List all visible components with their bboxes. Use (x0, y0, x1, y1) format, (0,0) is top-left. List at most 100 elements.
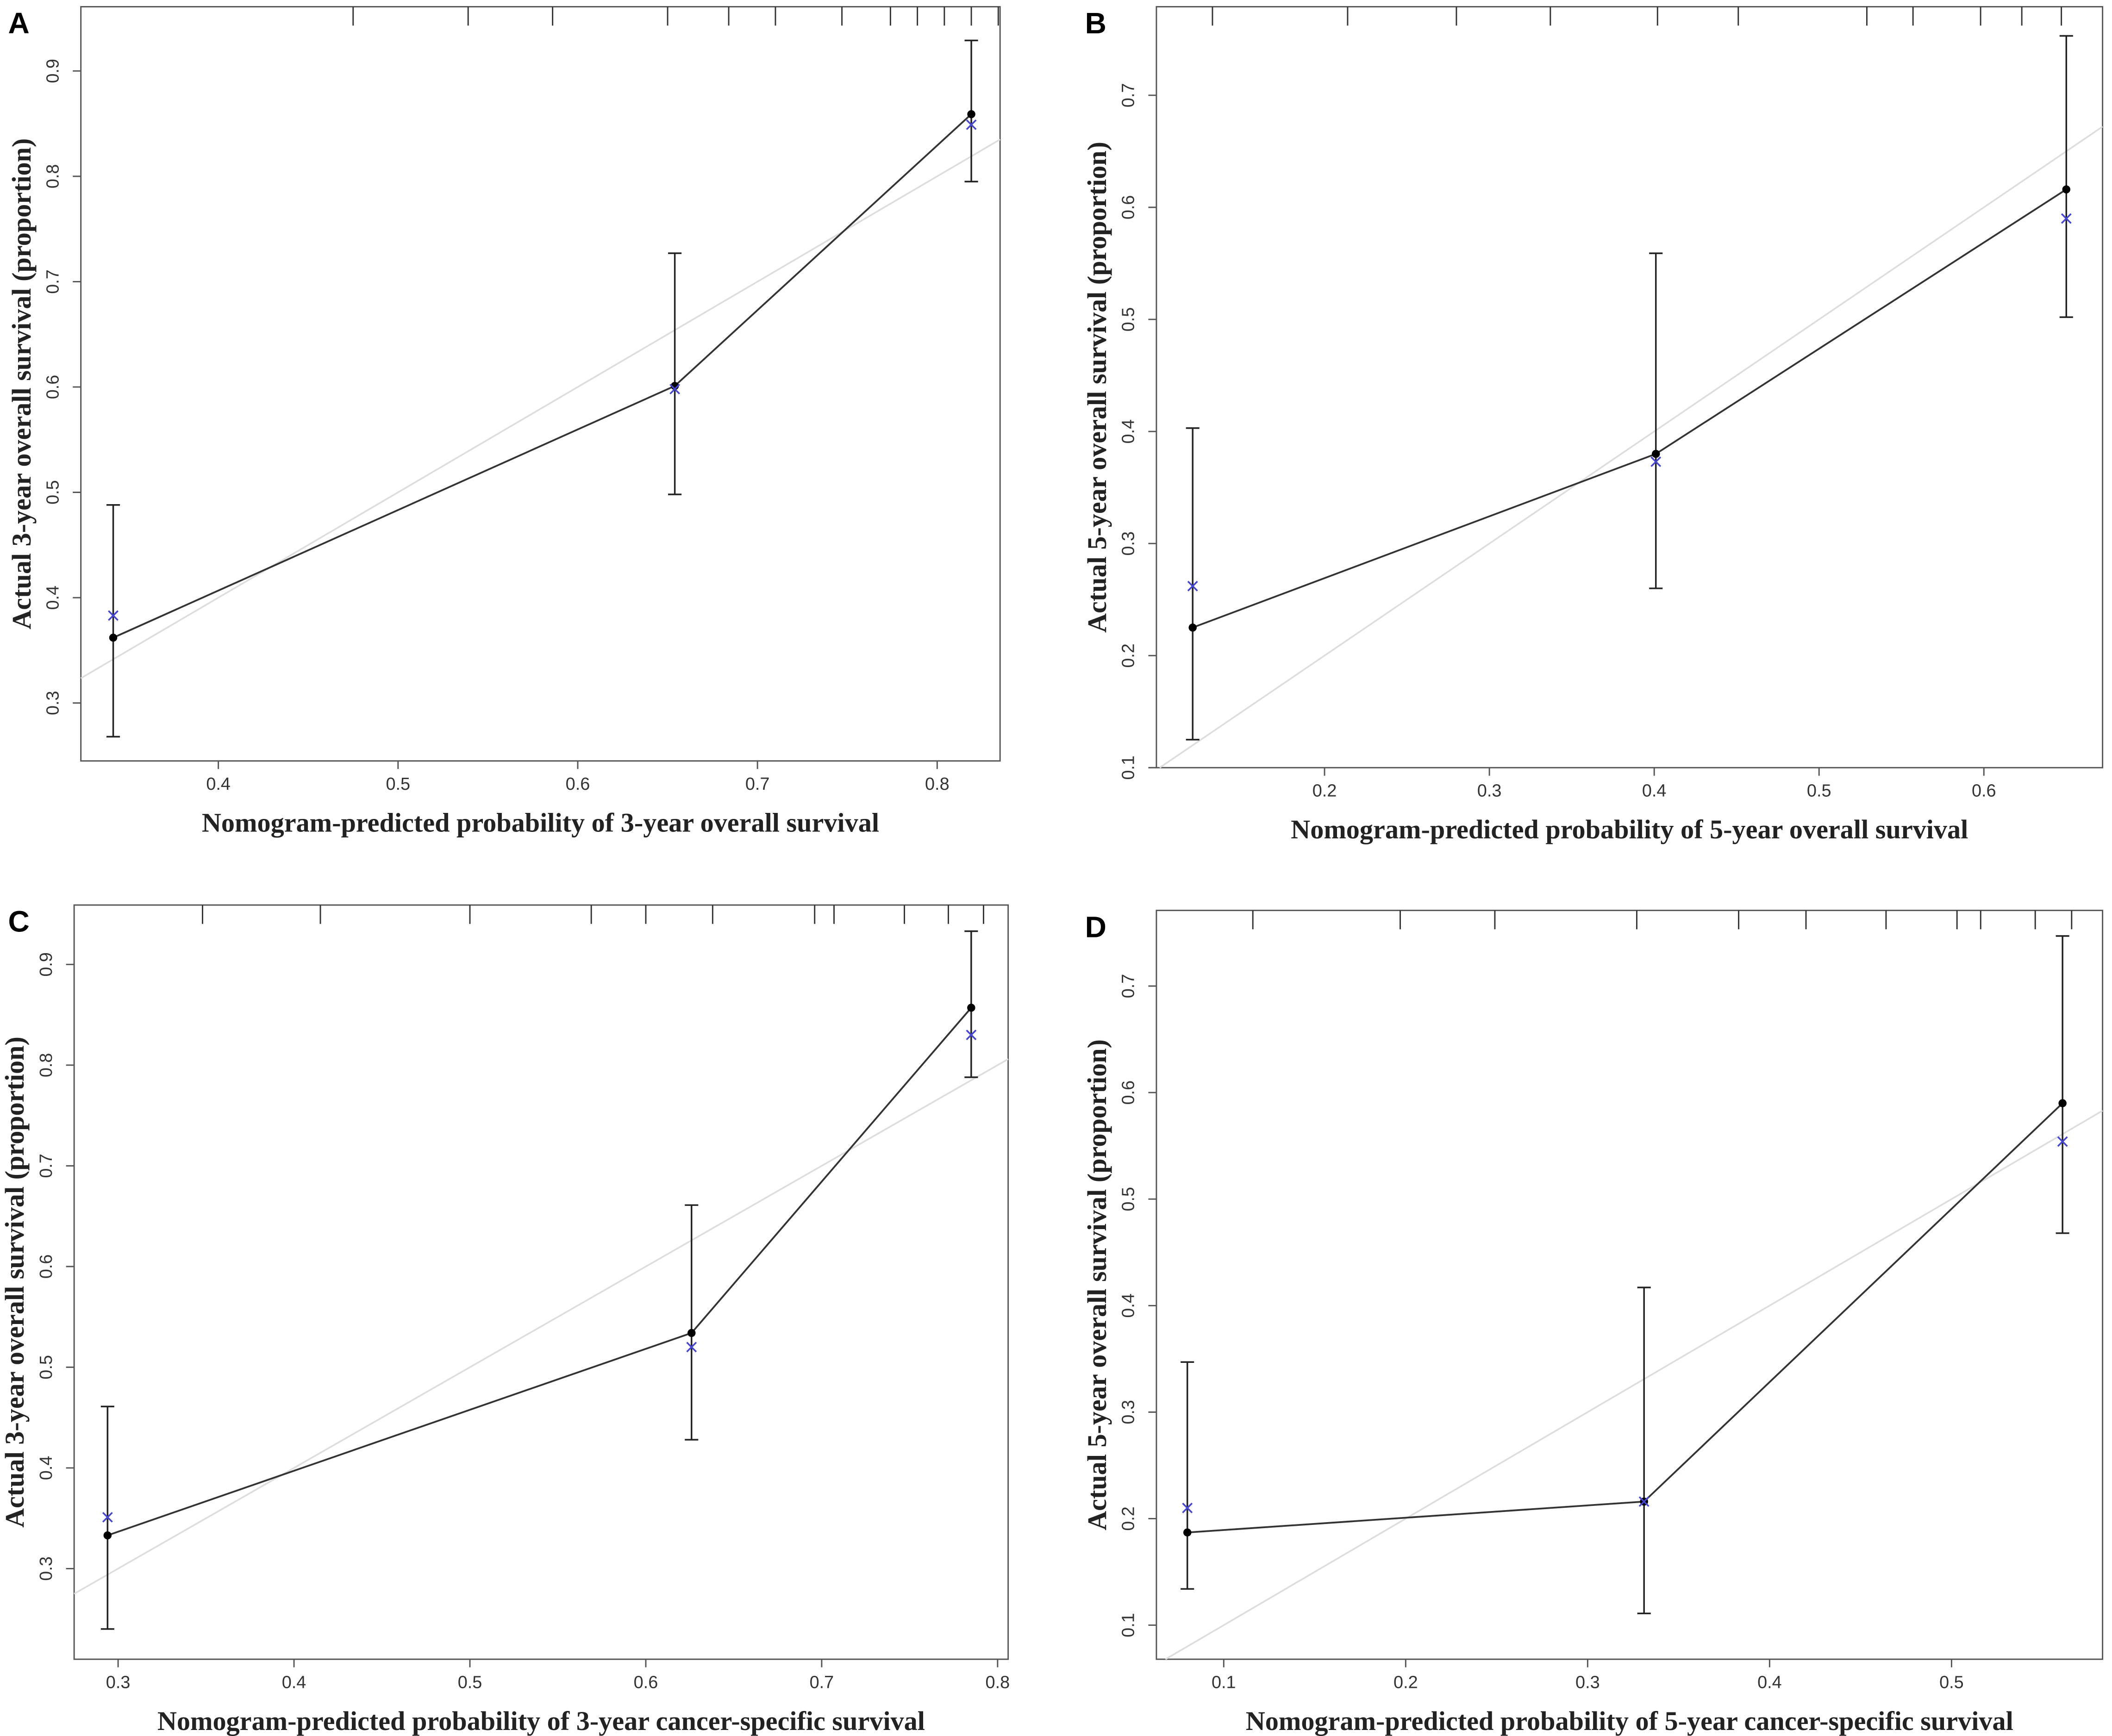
observed-point (2062, 185, 2071, 194)
corrected-point (1182, 1503, 1193, 1513)
y-tick-label: 0.7 (43, 269, 62, 294)
y-tick-label: 0.5 (43, 480, 62, 505)
y-axis-label: Actual 5-year overall survival (proporti… (1082, 142, 1112, 633)
y-tick-label: 0.1 (1119, 1613, 1138, 1637)
corrected-point (2057, 1136, 2068, 1147)
y-tick-label: 0.6 (1119, 195, 1138, 220)
error-bar (106, 504, 120, 738)
panel-label: B (1085, 6, 1106, 40)
x-tick-label: 0.3 (1575, 1673, 1600, 1692)
y-tick-label: 0.4 (1119, 1293, 1138, 1318)
y-tick-label: 0.3 (37, 1556, 56, 1581)
y-tick-label: 0.5 (37, 1355, 56, 1380)
x-axis-label: Nomogram-predicted probability of 5-year… (1246, 1706, 2013, 1736)
y-axis-label: Actual 5-year overall survival (proporti… (1082, 1039, 1112, 1530)
reference-line (1159, 126, 2103, 768)
plot-frame (1156, 6, 2104, 768)
x-tick-label: 0.6 (566, 774, 590, 794)
x-tick-label: 0.8 (925, 774, 950, 794)
y-tick-label: 0.6 (43, 375, 62, 400)
panel-label: C (8, 905, 29, 938)
calibration-line (112, 113, 972, 639)
reference-line (80, 138, 1001, 679)
corrected-point (102, 1512, 113, 1523)
x-tick-label: 0.2 (1393, 1673, 1418, 1692)
y-tick-label: 0.9 (43, 59, 62, 83)
calibration-line (1192, 188, 2067, 629)
x-tick-label: 0.4 (282, 1673, 306, 1692)
error-bar (685, 1204, 699, 1441)
y-tick-label: 0.2 (1119, 643, 1138, 668)
y-tick-label: 0.4 (43, 586, 62, 610)
y-tick-label: 0.7 (1119, 83, 1138, 108)
observed-point (687, 1329, 696, 1337)
y-tick-label: 0.5 (1119, 307, 1138, 332)
x-tick-label: 0.6 (634, 1673, 658, 1692)
observed-point (1651, 450, 1660, 458)
y-tick-label: 0.3 (1119, 1400, 1138, 1424)
x-axis-label: Nomogram-predicted probability of 3-year… (202, 808, 879, 838)
error-bar (1181, 1361, 1194, 1590)
corrected-point (669, 384, 681, 394)
x-tick-label: 0.6 (1972, 781, 1996, 801)
y-tick-label: 0.6 (1119, 1080, 1138, 1105)
x-tick-label: 0.4 (1757, 1673, 1782, 1692)
observed-point (103, 1531, 112, 1540)
x-tick-label: 0.5 (458, 1673, 482, 1692)
x-tick-label: 0.8 (986, 1673, 1010, 1692)
x-tick-label: 0.5 (386, 774, 410, 794)
error-bar (1649, 252, 1663, 589)
panel-label: A (8, 6, 29, 40)
error-bar (2056, 935, 2069, 1234)
y-tick-label: 0.6 (37, 1255, 56, 1279)
x-tick-label: 0.5 (1807, 781, 1831, 801)
x-tick-label: 0.3 (1477, 781, 1502, 801)
x-tick-label: 0.2 (1312, 781, 1337, 801)
x-tick-label: 0.7 (745, 774, 770, 794)
y-tick-label: 0.4 (37, 1456, 56, 1480)
panel-label: D (1085, 910, 1106, 943)
x-axis-label: Nomogram-predicted probability of 5-year… (1291, 814, 1968, 844)
observed-point (967, 1004, 975, 1012)
y-axis-label: Actual 3-year overall survival (proporti… (0, 1037, 30, 1528)
calibration-line (107, 1007, 972, 1536)
y-tick-label: 0.2 (1119, 1506, 1138, 1531)
y-tick-label: 0.4 (1119, 419, 1138, 444)
observed-point (109, 633, 118, 642)
y-tick-label: 0.5 (1119, 1187, 1138, 1211)
x-axis-label: Nomogram-predicted probability of 3-year… (157, 1706, 925, 1736)
error-bar (668, 252, 682, 495)
y-tick-label: 0.3 (43, 691, 62, 715)
plot-frame (1156, 910, 2104, 1660)
calibration-line (1187, 1102, 2063, 1534)
y-tick-label: 0.3 (1119, 531, 1138, 556)
y-tick-label: 0.8 (43, 164, 62, 189)
plot-frame (73, 904, 1009, 1660)
observed-point (2058, 1099, 2067, 1107)
corrected-point (686, 1342, 697, 1353)
observed-point (967, 110, 975, 119)
corrected-point (108, 610, 119, 621)
x-tick-label: 0.5 (1939, 1673, 1964, 1692)
corrected-point (966, 119, 977, 130)
x-tick-label: 0.3 (106, 1673, 131, 1692)
x-tick-label: 0.1 (1212, 1673, 1236, 1692)
reference-line (74, 1058, 1009, 1595)
y-tick-label: 0.8 (37, 1053, 56, 1078)
corrected-point (1650, 456, 1662, 467)
observed-point (1188, 623, 1197, 632)
corrected-point (1187, 581, 1198, 592)
y-tick-label: 0.9 (37, 952, 56, 977)
corrected-point (1638, 1496, 1650, 1507)
plot-frame (80, 6, 1001, 762)
x-tick-label: 0.4 (1642, 781, 1667, 801)
corrected-point (2061, 213, 2072, 224)
y-tick-label: 0.7 (1119, 974, 1138, 999)
x-tick-label: 0.4 (206, 774, 231, 794)
y-tick-label: 0.7 (37, 1154, 56, 1178)
error-bar (1186, 427, 1200, 741)
corrected-point (966, 1030, 977, 1041)
x-tick-label: 0.7 (810, 1673, 834, 1692)
error-bar (2059, 35, 2073, 318)
